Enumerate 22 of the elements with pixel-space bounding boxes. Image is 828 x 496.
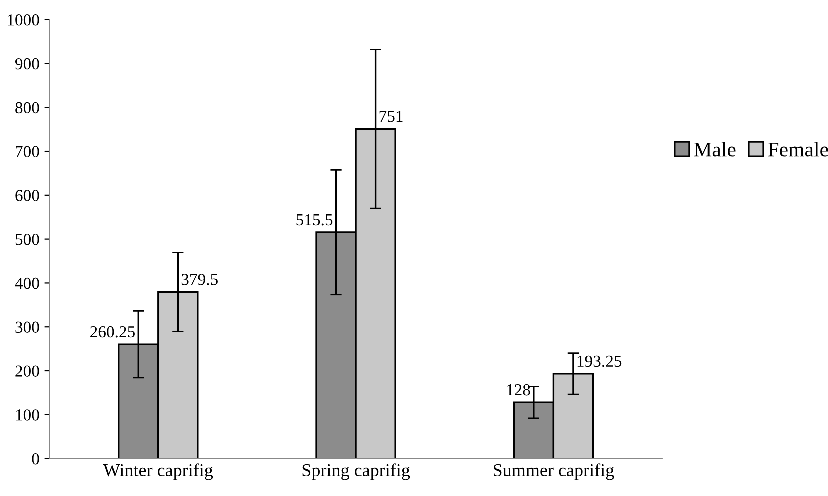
y-tick-label: 100 [16, 410, 40, 421]
data-label: 128 [507, 384, 530, 396]
data-label: 260.25 [90, 326, 136, 338]
legend-label: Male [694, 142, 736, 157]
y-tick-label: 600 [16, 190, 40, 202]
y-tick-label: 300 [16, 322, 40, 334]
legend-label: Female [768, 142, 828, 157]
y-tick-label: 800 [16, 102, 40, 114]
y-tick-label: 1000 [8, 14, 40, 26]
y-tick-label: 900 [15, 58, 40, 70]
y-tick-label: 400 [15, 278, 40, 290]
data-label: 751 [380, 111, 403, 122]
data-label: 515.5 [296, 214, 333, 226]
y-tick-label: 700 [16, 146, 40, 158]
y-tick-label: 0 [32, 454, 40, 465]
data-label: 193.25 [578, 356, 622, 368]
data-label: 379.5 [182, 274, 218, 286]
x-tick-label: Summer caprifig [494, 464, 614, 480]
x-tick-label: Spring caprifig [302, 464, 410, 480]
x-tick-label: Winter caprifig [103, 464, 214, 480]
y-tick-label: 200 [16, 366, 40, 377]
y-tick-label: 500 [16, 234, 40, 246]
